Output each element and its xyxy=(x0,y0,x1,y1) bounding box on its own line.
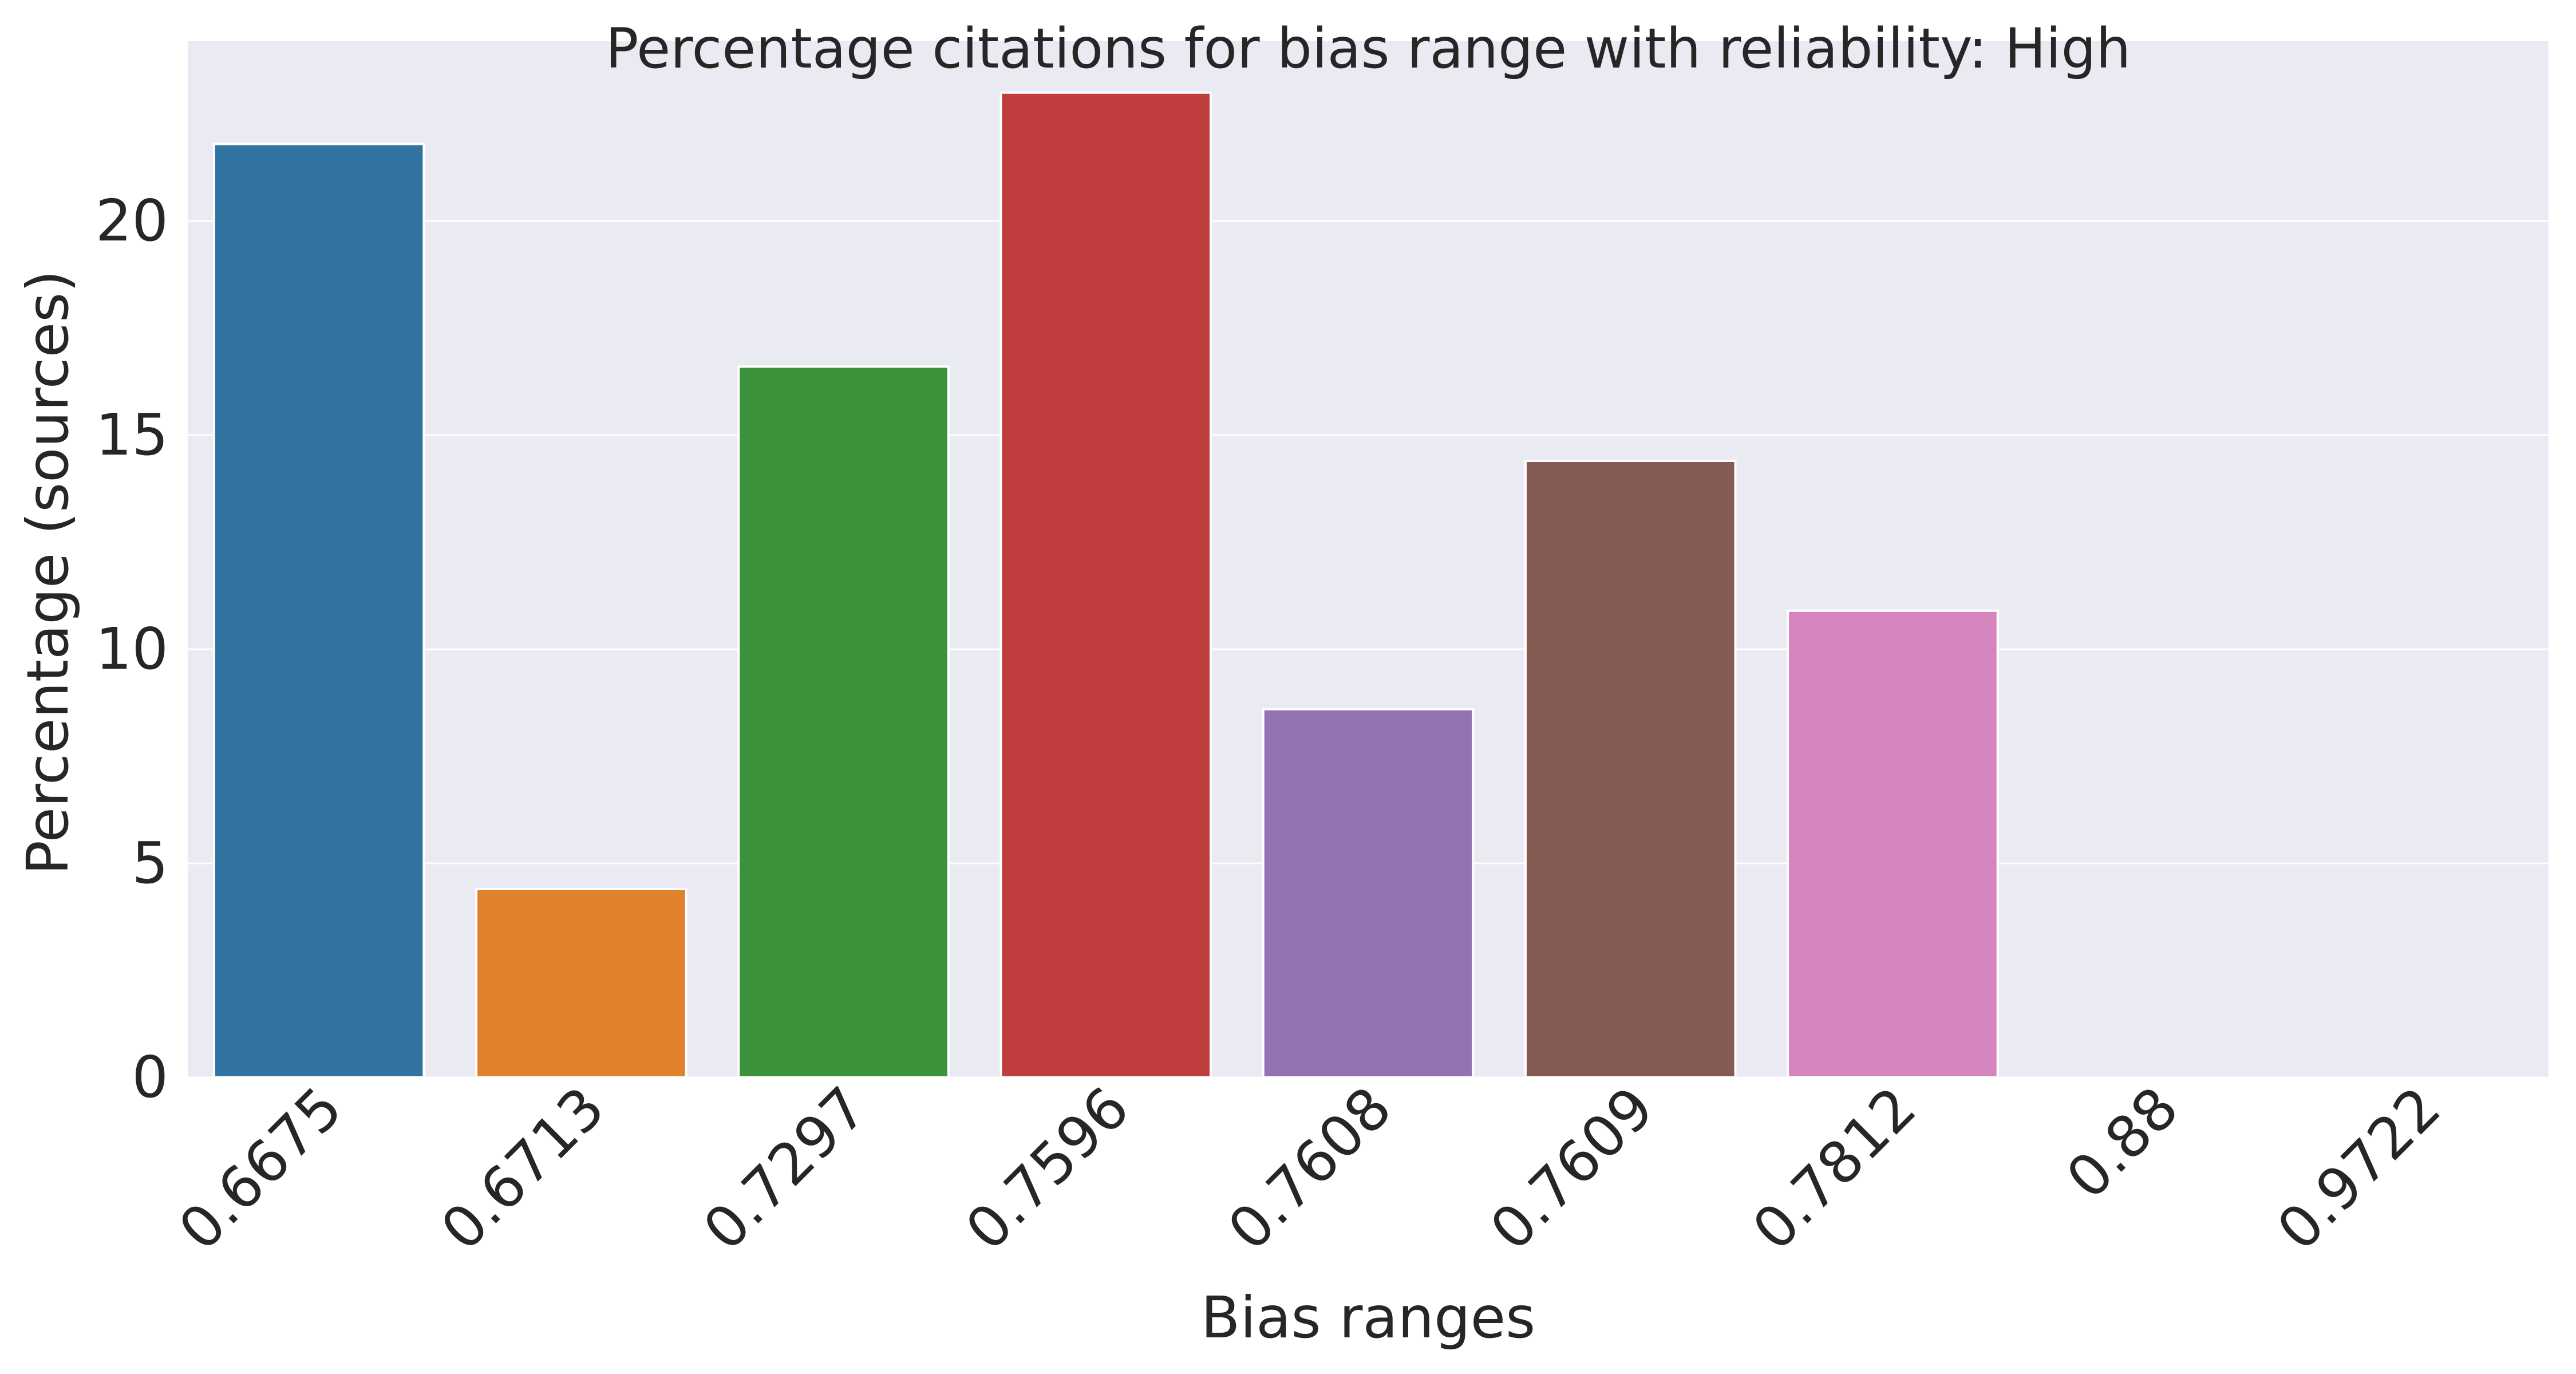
x-tick-label: 0.7608 xyxy=(1215,1074,1404,1263)
bar-0-7608 xyxy=(1262,708,1475,1079)
x-tick-label: 0.9722 xyxy=(2265,1074,2453,1263)
bar-0-6713 xyxy=(475,887,688,1079)
x-tick-label: 0.6675 xyxy=(166,1074,355,1263)
x-tick-label: 0.7812 xyxy=(1740,1074,1929,1263)
bar-0-7609 xyxy=(1524,459,1737,1079)
chart-title: Percentage citations for bias range with… xyxy=(606,17,2131,81)
bar-0-6675 xyxy=(212,143,425,1079)
bar-0-7596 xyxy=(999,91,1212,1079)
bar-0-7297 xyxy=(737,365,950,1079)
bars-group xyxy=(212,91,1999,1079)
x-tick-label: 0.7609 xyxy=(1477,1074,1666,1263)
y-tick-label: 20 xyxy=(96,187,168,254)
x-tick-labels: 0.6675 0.6713 0.7297 0.7596 0.7608 0.7609 0.78… xyxy=(166,1074,2453,1263)
y-tick-label: 5 xyxy=(132,830,168,897)
y-tick-label: 0 xyxy=(132,1044,168,1111)
x-axis-label: Bias ranges xyxy=(1201,1284,1535,1351)
x-tick-label: 0.88 xyxy=(2053,1074,2191,1211)
y-tick-label: 15 xyxy=(96,401,168,468)
y-tick-labels: 0 5 10 15 20 xyxy=(96,187,168,1111)
bar-0-7812 xyxy=(1787,609,1999,1079)
x-tick-label: 0.7596 xyxy=(953,1074,1142,1263)
x-tick-label: 0.7297 xyxy=(690,1074,879,1263)
y-axis-label: Percentage (sources) xyxy=(14,270,81,875)
y-tick-label: 10 xyxy=(96,615,168,682)
x-tick-label: 0.6713 xyxy=(428,1074,617,1263)
